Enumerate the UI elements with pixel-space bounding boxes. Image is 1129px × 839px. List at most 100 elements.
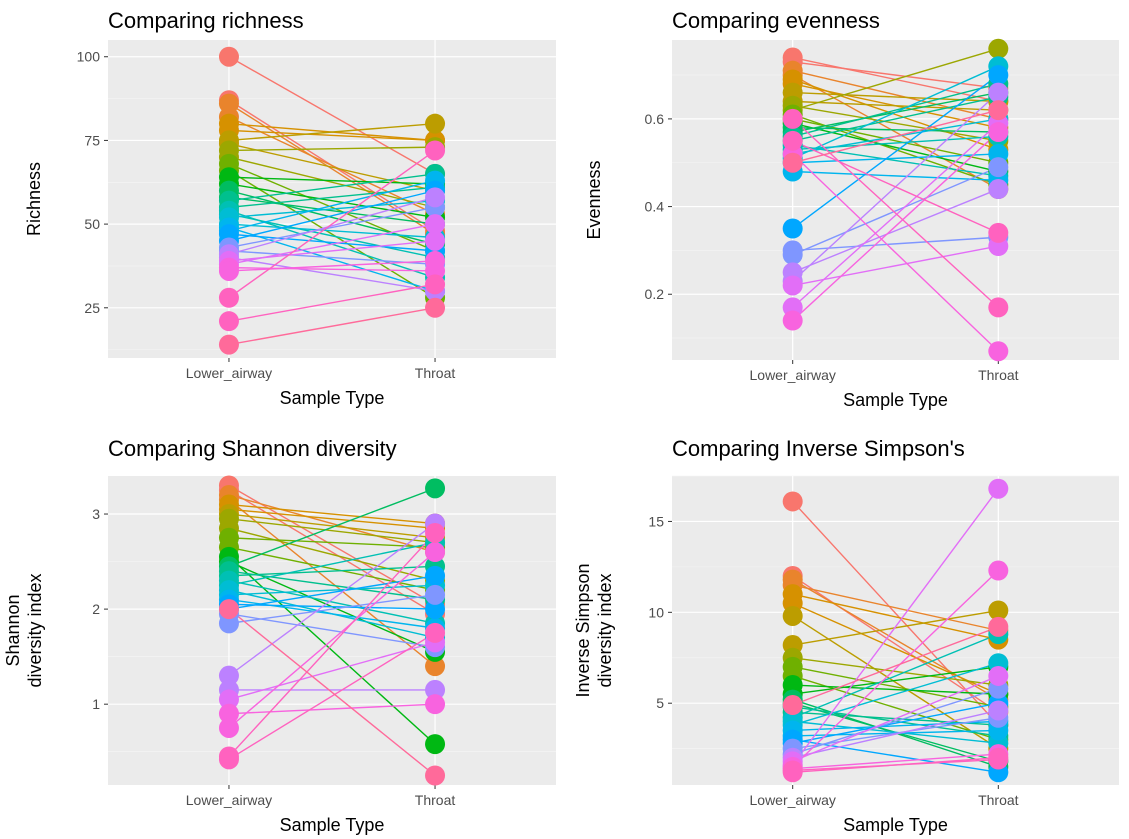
- point-throat: [425, 565, 446, 586]
- series-line: [228, 199, 436, 219]
- series-line: [228, 189, 436, 242]
- series-line: [228, 641, 436, 701]
- point-throat: [988, 297, 1009, 318]
- series-line: [228, 149, 436, 299]
- series-line: [792, 684, 999, 695]
- series-line: [792, 118, 999, 308]
- plot-background: [672, 476, 1119, 785]
- series-line: [792, 570, 999, 768]
- series-line: [228, 196, 436, 225]
- series-line: [792, 131, 999, 322]
- point-lower-airway: [782, 244, 803, 265]
- series-line: [792, 593, 999, 641]
- x-axis-title: Sample Type: [843, 390, 948, 410]
- point-throat: [988, 65, 1009, 86]
- series-line: [228, 494, 436, 553]
- point-lower-airway: [218, 287, 239, 308]
- point-throat: [988, 82, 1009, 103]
- point-lower-airway: [218, 260, 239, 281]
- series-line: [792, 626, 999, 706]
- y-tick-label: 75: [84, 132, 100, 148]
- series-line: [228, 603, 436, 610]
- point-throat: [988, 616, 1009, 637]
- point-lower-airway: [218, 46, 239, 67]
- point-throat: [425, 230, 446, 251]
- series-line: [228, 579, 436, 625]
- chart-title: Comparing Inverse Simpson's: [672, 436, 965, 461]
- y-tick-label: 5: [656, 695, 664, 711]
- series-line: [228, 213, 436, 259]
- series-line: [792, 702, 999, 744]
- series-line: [228, 122, 436, 142]
- series-line: [228, 169, 436, 299]
- series-line: [792, 96, 999, 142]
- y-tick-label: 0.6: [645, 111, 665, 127]
- point-lower-airway: [218, 717, 239, 738]
- y-tick-label: 1: [92, 696, 100, 712]
- chart-title: Comparing Shannon diversity: [108, 436, 397, 461]
- point-throat: [425, 679, 446, 700]
- series-line: [228, 233, 436, 252]
- x-tick-label: Throat: [978, 367, 1019, 383]
- series-line: [228, 598, 436, 629]
- series-line: [228, 186, 436, 209]
- series-line: [228, 632, 436, 760]
- series-line: [228, 260, 436, 272]
- series-line: [792, 105, 999, 142]
- series-line: [228, 307, 436, 346]
- x-axis-title: Sample Type: [843, 815, 948, 835]
- point-throat: [988, 222, 1009, 243]
- x-tick-label: Lower_airway: [750, 792, 836, 808]
- point-lower-airway: [782, 762, 803, 783]
- series-line: [792, 126, 999, 133]
- point-lower-airway: [782, 218, 803, 239]
- chart-title: Comparing evenness: [672, 8, 880, 33]
- series-line: [792, 135, 999, 151]
- series-line: [228, 196, 436, 255]
- series-line: [792, 602, 999, 695]
- series-line: [228, 503, 436, 525]
- series-line: [228, 266, 436, 272]
- series-line: [792, 188, 999, 273]
- plot-background: [108, 40, 556, 358]
- x-tick-label: Throat: [978, 792, 1019, 808]
- point-lower-airway: [218, 613, 239, 634]
- chart-panel-0: 25 50 75 100 Lower_airway Throat Comparing ric…: [24, 8, 556, 408]
- series-line: [792, 500, 999, 726]
- point-throat: [425, 250, 446, 271]
- y-tick-label: 25: [84, 300, 100, 316]
- series-line: [228, 513, 436, 539]
- point-lower-airway: [782, 491, 803, 512]
- series-line: [228, 484, 436, 605]
- point-throat: [425, 274, 446, 295]
- series-line: [792, 100, 999, 111]
- series-line: [792, 675, 999, 763]
- point-lower-airway: [218, 703, 239, 724]
- series-line: [228, 223, 436, 265]
- y-tick-label: 2: [92, 601, 100, 617]
- point-throat: [425, 297, 446, 318]
- series-line: [792, 757, 999, 773]
- series-line: [792, 615, 999, 750]
- series-line: [792, 74, 999, 230]
- y-tick-label: 3: [92, 506, 100, 522]
- point-throat: [425, 694, 446, 715]
- point-throat: [988, 747, 1009, 768]
- y-tick-label: 0.4: [645, 199, 665, 215]
- series-line: [228, 594, 436, 625]
- point-throat: [425, 113, 446, 134]
- point-lower-airway: [782, 108, 803, 129]
- y-axis-title: diversity index: [25, 573, 45, 687]
- point-throat: [988, 560, 1009, 581]
- series-line: [792, 245, 999, 287]
- series-line: [228, 489, 436, 615]
- series-line: [792, 738, 999, 773]
- series-line: [228, 537, 436, 549]
- series-line: [792, 720, 999, 744]
- chart-title: Comparing richness: [108, 8, 304, 33]
- x-tick-label: Lower_airway: [186, 365, 272, 381]
- series-line: [228, 179, 436, 232]
- series-line: [792, 662, 999, 726]
- point-throat: [425, 542, 446, 563]
